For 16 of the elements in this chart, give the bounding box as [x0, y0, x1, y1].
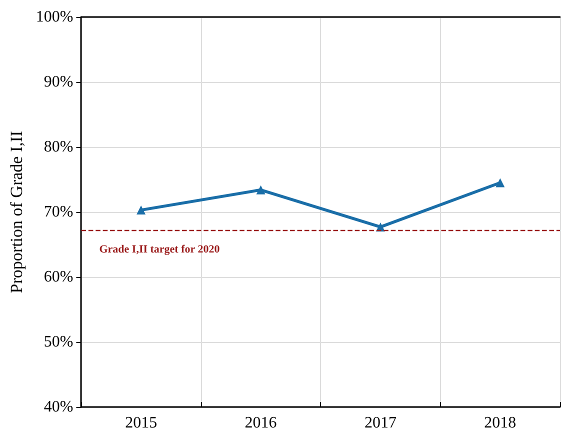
x-tick-label: 2018 [484, 414, 516, 432]
x-tick-label: 2015 [125, 414, 158, 432]
x-tick-label: 2016 [244, 414, 277, 432]
ref-line-label: Grade I,II target for 2020 [99, 244, 220, 256]
y-tick-label: 80% [44, 138, 74, 156]
y-tick-label: 60% [44, 268, 74, 286]
y-tick-label: 100% [36, 8, 74, 26]
point [136, 206, 146, 215]
y-tick-label: 90% [44, 74, 74, 90]
y-tick-label: 70% [44, 204, 74, 220]
x-tick-label: 2017 [364, 414, 396, 432]
point [256, 185, 266, 194]
y-tick-label: 50% [44, 334, 74, 350]
point [496, 178, 505, 188]
y-tick-label: 40% [44, 398, 74, 416]
y-axis-title: Proportion of Grade I,II [7, 130, 26, 294]
